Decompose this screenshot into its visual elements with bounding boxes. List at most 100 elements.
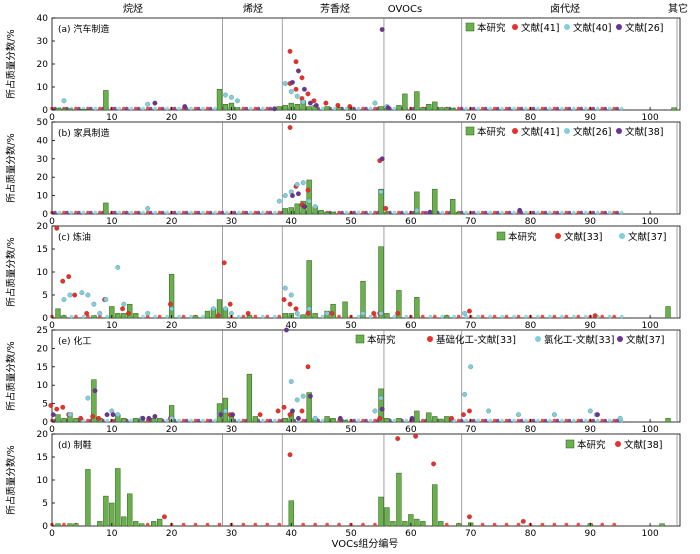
baseline-point <box>201 106 205 111</box>
point-文献[33]-91 <box>592 313 598 319</box>
bar-67 <box>450 107 456 111</box>
bar-6 <box>85 109 91 111</box>
baseline-point <box>536 106 540 111</box>
point-文献[37]-30 <box>230 412 236 418</box>
baseline-point <box>452 314 457 319</box>
baseline-point <box>184 418 189 423</box>
legend-label-2: 文献[26] <box>625 22 664 34</box>
point-文献[26]-16 <box>145 206 151 211</box>
baseline-point <box>576 522 581 527</box>
legend-label-2: 文献[38] <box>625 126 664 138</box>
baseline-point <box>86 210 90 215</box>
baseline-point <box>265 522 270 527</box>
bar-9 <box>103 90 109 111</box>
baseline-point <box>253 522 258 527</box>
baseline-point <box>364 210 368 215</box>
baseline-point <box>476 418 480 423</box>
group-label-row: 烷烃 烯烃 芳香烃 OVOCs 卤代烃 其它 <box>123 2 688 15</box>
baseline-point <box>504 418 509 423</box>
baseline-point <box>584 210 588 215</box>
baseline-point <box>113 106 117 111</box>
baseline-point <box>600 314 605 319</box>
point-文献[41]-40 <box>287 125 293 130</box>
bar-65 <box>438 521 444 527</box>
baseline-point <box>392 314 397 319</box>
bar-63 <box>426 412 432 423</box>
baseline-point <box>153 210 157 215</box>
bar-34 <box>252 416 258 423</box>
bar-46 <box>324 211 330 215</box>
x-tick-label: 0 <box>49 321 55 331</box>
x-tick-label: 40 <box>286 217 298 227</box>
bar-20 <box>168 274 175 319</box>
baseline-point <box>364 106 368 111</box>
point-文献[26]-17 <box>152 100 158 106</box>
baseline-point <box>548 210 552 215</box>
baseline-point <box>62 210 66 215</box>
baseline-point <box>543 210 548 215</box>
baseline-point <box>480 418 485 423</box>
x-tick-label: 80 <box>525 217 537 227</box>
baseline-point <box>181 314 186 319</box>
y-tick-label: 20 <box>37 344 49 354</box>
baseline-point <box>172 106 177 111</box>
point-文献[38]-40 <box>287 452 293 458</box>
legend-bar-label: 本研究 <box>577 439 606 451</box>
y-tick-label: 0 <box>42 210 48 220</box>
y-tick-label: 15 <box>37 363 48 373</box>
baseline-point <box>480 522 485 527</box>
baseline-point <box>480 106 485 111</box>
baseline-point <box>480 314 485 319</box>
legend-bar-label: 本研究 <box>508 231 537 243</box>
point-基础化工-文献[33]-69 <box>461 412 466 418</box>
baseline-point <box>584 314 588 319</box>
bar-28 <box>216 299 223 319</box>
legend-dot-2 <box>616 24 622 30</box>
bar-103 <box>665 306 671 319</box>
bar-38 <box>276 106 282 111</box>
point-文献[37]-7 <box>91 301 97 307</box>
baseline-point <box>172 210 177 215</box>
baseline-point <box>600 522 605 527</box>
baseline-point <box>548 418 552 423</box>
baseline-point <box>600 418 605 423</box>
bar-40 <box>288 500 294 527</box>
legend-dot-1 <box>619 233 625 239</box>
y-tick-label: 10 <box>37 83 49 93</box>
baseline-point <box>603 210 608 215</box>
group-label-others: 其它 <box>668 2 688 15</box>
baseline-point <box>488 106 492 111</box>
point-文献[37]-39 <box>282 285 288 291</box>
baseline-point <box>320 106 325 111</box>
point-文献[37]-7 <box>92 388 98 394</box>
baseline-point <box>536 418 540 423</box>
baseline-point <box>456 106 461 111</box>
y-tick-label: 0 <box>42 522 48 532</box>
x-tick-label: 10 <box>106 217 118 227</box>
baseline-point <box>440 314 445 319</box>
point-基础化工-文献[33]-2 <box>60 404 66 410</box>
baseline-point <box>536 210 540 215</box>
baseline-point <box>145 106 150 111</box>
baseline-point <box>512 314 516 319</box>
bar-5 <box>79 109 85 111</box>
baseline-point <box>361 418 365 423</box>
baseline-point <box>361 210 365 215</box>
baseline-point <box>340 210 344 215</box>
x-tick-label: 30 <box>226 529 238 539</box>
x-tick-label: 30 <box>226 321 238 331</box>
point-氯化工-文献[33]-55 <box>378 395 384 401</box>
baseline-point <box>352 418 356 423</box>
baseline-point <box>301 522 306 527</box>
baseline-point <box>576 106 581 111</box>
point-文献[26]-42 <box>300 180 306 186</box>
baseline-point <box>177 210 181 215</box>
point-氯化工-文献[33]-29 <box>223 408 228 414</box>
baseline-point <box>531 106 536 111</box>
panel-frame <box>51 225 681 319</box>
point-基础化工-文献[33]-70 <box>467 408 472 414</box>
baseline-point <box>196 418 201 423</box>
baseline-point <box>576 314 581 319</box>
baseline-point <box>619 106 624 111</box>
